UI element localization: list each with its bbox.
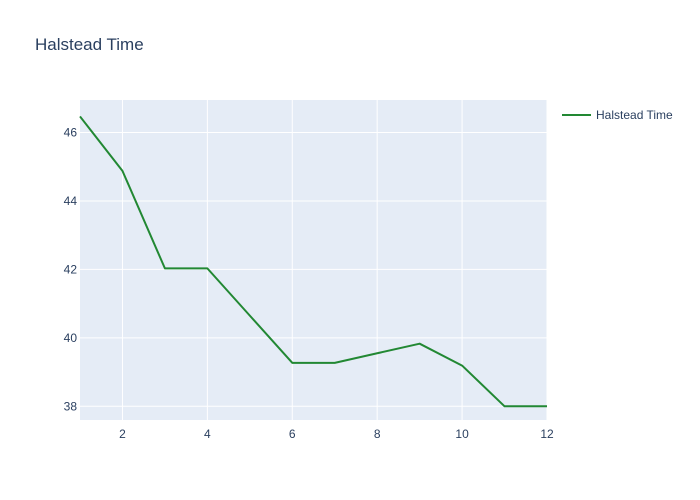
y-tick-label: 42 [64, 262, 78, 276]
x-tick-label: 8 [374, 427, 381, 441]
series-line [79, 115, 547, 408]
legend[interactable]: Halstead Time [562, 108, 673, 122]
y-tick-label: 46 [64, 126, 78, 140]
x-axis-ticks: 2 4 6 8 10 12 [119, 427, 554, 441]
y-axis-ticks: 38 40 42 44 46 [64, 126, 78, 414]
y-tick-label: 40 [64, 331, 78, 345]
chart-title: Halstead Time [35, 35, 144, 54]
legend-label: Halstead Time [596, 108, 673, 122]
x-tick-label: 2 [119, 427, 126, 441]
series-layer [79, 115, 547, 408]
x-tick-label: 10 [455, 427, 469, 441]
y-tick-label: 44 [64, 194, 78, 208]
x-tick-label: 12 [540, 427, 554, 441]
plot-area [80, 100, 547, 420]
grid-lines [80, 100, 548, 420]
y-tick-label: 38 [64, 399, 78, 413]
x-tick-label: 4 [204, 427, 211, 441]
x-tick-label: 6 [289, 427, 296, 441]
